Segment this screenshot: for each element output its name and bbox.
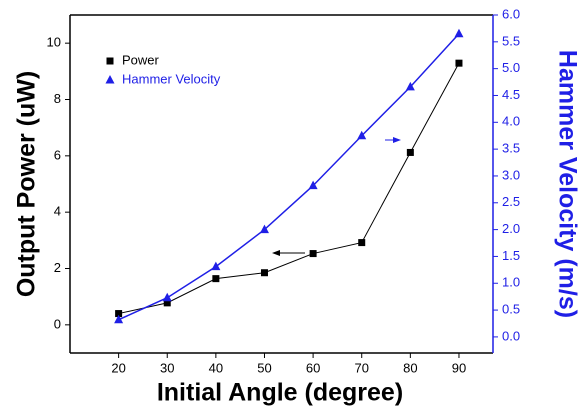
data-point (455, 59, 463, 67)
y-tick-label: 0 (54, 316, 61, 331)
legend-label: Power (122, 52, 160, 67)
annotation-arrow (385, 137, 401, 143)
x-tick-label: 60 (306, 360, 320, 375)
y2-tick-label: 1.0 (502, 275, 520, 290)
y2-tick-label: 6.0 (502, 6, 520, 21)
y2-tick-label: 2.0 (502, 221, 520, 236)
data-point (115, 310, 123, 318)
data-point (260, 269, 268, 277)
y2-tick-label: 3.5 (502, 141, 520, 156)
x-tick-label: 80 (403, 360, 417, 375)
data-point (358, 239, 366, 247)
y-tick-label: 4 (54, 204, 61, 219)
y-tick-label: 6 (54, 147, 61, 162)
x-tick-label: 70 (354, 360, 368, 375)
x-tick-label: 30 (160, 360, 174, 375)
legend-label: Hammer Velocity (122, 71, 221, 86)
x-tick-label: 50 (257, 360, 271, 375)
y2-tick-label: 0.5 (502, 302, 520, 317)
x-tick-label: 20 (111, 360, 125, 375)
y2-tick-label: 4.0 (502, 114, 520, 129)
x-tick-label: 90 (452, 360, 466, 375)
y-axis-label: Output Power (uW) (13, 71, 41, 297)
series-line (118, 33, 460, 321)
data-point (357, 130, 367, 140)
y2-tick-label: 5.5 (502, 33, 520, 48)
y2-tick-label: 0.0 (502, 328, 520, 343)
data-point (163, 299, 171, 307)
y2-axis-label: Hammer Velocity (m/s) (553, 50, 581, 318)
legend-marker (105, 75, 115, 84)
x-axis-label: Initial Angle (degree) (157, 379, 403, 407)
y-tick-label: 2 (54, 260, 61, 275)
data-point (212, 275, 220, 283)
data-point (308, 180, 318, 190)
y2-tick-label: 4.5 (502, 87, 520, 102)
y2-tick-label: 5.0 (502, 60, 520, 75)
y-tick-label: 10 (47, 35, 61, 50)
y2-tick-label: 3.0 (502, 167, 520, 182)
data-point (406, 148, 414, 156)
y2-tick-label: 1.5 (502, 248, 520, 263)
data-point (454, 28, 464, 38)
y-tick-label: 8 (54, 91, 61, 106)
data-point (162, 292, 172, 302)
y2-tick-label: 2.5 (502, 194, 520, 209)
annotation-arrow (272, 250, 305, 256)
data-point (405, 81, 415, 91)
data-point (259, 224, 269, 234)
legend-marker (106, 57, 114, 65)
data-point (114, 314, 124, 324)
data-point (309, 250, 317, 258)
series-line (118, 62, 460, 315)
x-tick-label: 40 (209, 360, 223, 375)
data-point (211, 261, 221, 271)
